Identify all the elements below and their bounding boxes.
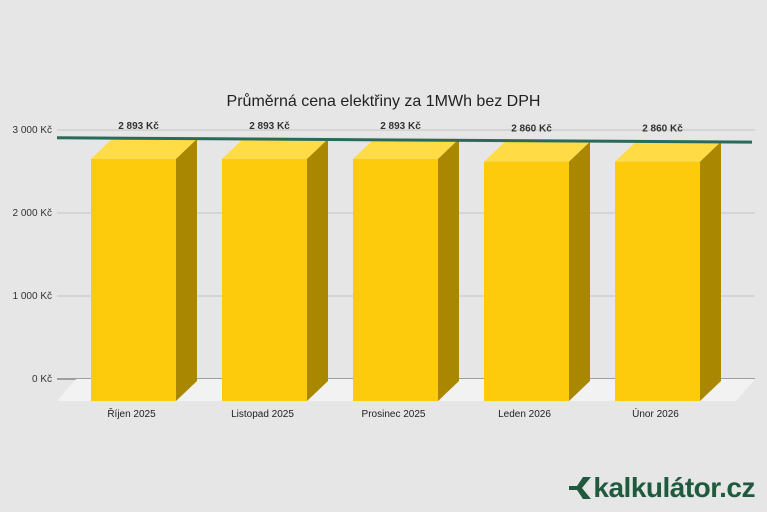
y-tick-label: 0 Kč bbox=[32, 374, 52, 385]
data-label: 2 860 Kč bbox=[642, 124, 683, 135]
x-tick-label: Únor 2026 bbox=[632, 407, 679, 420]
data-label: 2 860 Kč bbox=[511, 124, 552, 135]
data-label: 2 893 Kč bbox=[118, 121, 159, 132]
bar bbox=[91, 158, 176, 401]
bar bbox=[615, 161, 700, 401]
bar-side bbox=[700, 141, 721, 401]
bar-top bbox=[222, 138, 328, 159]
trend-line bbox=[56, 136, 753, 144]
y-tick-label: 1 000 Kč bbox=[13, 291, 52, 302]
x-tick-label: Prosinec 2025 bbox=[362, 409, 426, 420]
bar-side bbox=[569, 141, 590, 401]
bar-side bbox=[438, 138, 459, 402]
bar-side bbox=[176, 138, 197, 402]
kalkulator-logo-icon bbox=[569, 477, 592, 499]
bar bbox=[222, 158, 307, 401]
brand-logo: kalkulátor.cz bbox=[567, 472, 755, 504]
y-tick-label: 3 000 Kč bbox=[13, 125, 52, 136]
chart-title: Průměrná cena elektřiny za 1MWh bez DPH bbox=[226, 93, 541, 110]
bar-top bbox=[353, 138, 459, 159]
bar bbox=[353, 158, 438, 401]
bar-top bbox=[484, 141, 590, 162]
bar-top bbox=[615, 141, 721, 162]
x-tick-label: Říjen 2025 bbox=[107, 407, 156, 420]
brand-text: kalkulátor.cz bbox=[593, 472, 755, 503]
bar bbox=[484, 161, 569, 401]
x-tick-label: Listopad 2025 bbox=[231, 409, 294, 420]
bar-top bbox=[91, 138, 197, 159]
bar-side bbox=[307, 138, 328, 402]
data-label: 2 893 Kč bbox=[249, 121, 290, 132]
x-tick-label: Leden 2026 bbox=[498, 409, 551, 420]
y-tick-label: 2 000 Kč bbox=[13, 208, 52, 219]
data-label: 2 893 Kč bbox=[380, 121, 421, 132]
